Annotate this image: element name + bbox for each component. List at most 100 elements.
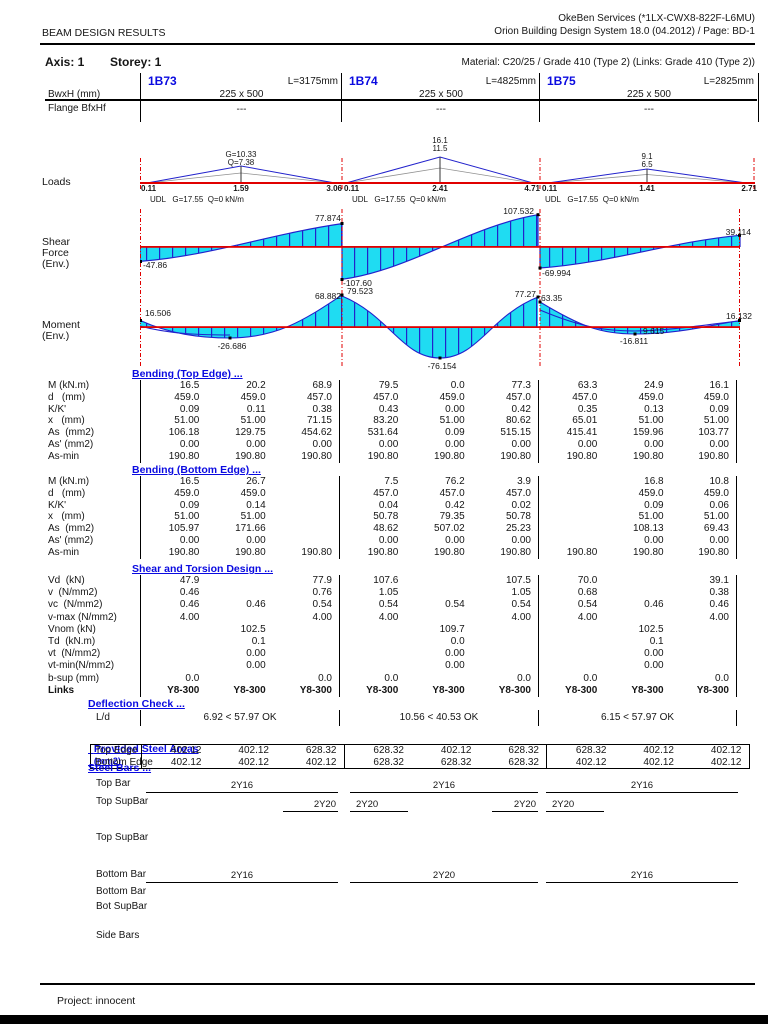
top-bar-span2: 2Y16 <box>432 780 456 791</box>
top-bar-line-span1 <box>146 792 338 793</box>
load-peak-g-span1: G=10.33 <box>225 150 257 159</box>
table-cell: 628.32 <box>440 756 472 768</box>
table-cell: 0.00 <box>671 438 737 451</box>
table-cell: 628.32 <box>546 745 614 757</box>
table-cell: 457.0 <box>505 487 531 499</box>
table-cell: 16.1 <box>671 380 737 392</box>
table-row: d (mm) 459.0 459.0 457.0 457.0 459.0 457.0 457.… <box>45 391 737 404</box>
shear-value-s3-left: -69.994 <box>542 268 571 278</box>
table-cell: 0.00 <box>140 534 206 547</box>
table-cell: 0.00 <box>246 438 266 450</box>
table-cell: 402.12 <box>710 756 742 768</box>
beam-flange: --- <box>236 104 247 115</box>
table-row: Vd (kN) 47.9 77.9 107.6 107.5 70.0 39.1 <box>45 575 737 588</box>
table-row: Bottom Edge 402.12 402.12 402.12 628.32 628.3… <box>91 756 749 768</box>
table-cell: 628.32 <box>343 756 412 768</box>
shear-section-label-3: (Env.) <box>42 258 70 270</box>
table-cell: 190.80 <box>500 450 531 462</box>
table-cell <box>537 635 604 649</box>
table-cell <box>140 648 206 661</box>
table-cell: 459.0 <box>638 487 664 499</box>
table-cell: 402.12 <box>141 756 209 768</box>
table-cell: 0.43 <box>338 403 405 416</box>
table-cell: 0.00 <box>671 534 737 547</box>
table-row: As-min 190.80 190.80 190.80 190.80 190.80 190.… <box>45 546 737 559</box>
table-row: Top Edge 402.12 402.12 628.32 628.32 402.12 62… <box>91 745 749 757</box>
table-cell: 65.01 <box>537 415 604 428</box>
table-cell: 51.00 <box>638 511 664 523</box>
table-row-label: v (N/mm2) <box>48 587 98 599</box>
table-cell: 20.2 <box>246 380 266 391</box>
table-cell: 0.00 <box>445 403 465 415</box>
table-cell: Y8-300 <box>233 684 266 696</box>
table-cell: 0.0 <box>450 635 465 647</box>
table-cell: 4.00 <box>338 611 405 624</box>
table-cell: 1.05 <box>511 587 531 599</box>
table-cell: 77.3 <box>511 380 531 391</box>
loads-diagram <box>140 156 755 190</box>
table-row: d (mm) 459.0 459.0 457.0 457.0 457.0 459.0 459.… <box>45 487 737 500</box>
table-row-label: Vd (kN) <box>48 575 85 586</box>
table-cell: 0.1 <box>649 635 664 647</box>
table-cell <box>273 488 339 500</box>
table-cell: 39.1 <box>671 575 737 588</box>
table-row: vc (N/mm2) 0.46 0.46 0.54 0.54 0.54 0.54 0.54 0.… <box>45 599 737 612</box>
table-cell: 102.5 <box>638 623 664 635</box>
table-cell <box>273 476 339 488</box>
table-cell: 457.0 <box>338 391 405 404</box>
table-cell: 80.62 <box>505 415 531 427</box>
table-cell: 51.00 <box>671 511 737 524</box>
table-row-label: vt-min(N/mm2) <box>48 660 115 672</box>
table-cell: 0.42 <box>445 499 465 511</box>
deflection-value-span1: 6.92 < 57.97 OK <box>140 710 339 726</box>
table-row: As' (mm2) 0.00 0.00 0.00 0.00 0.00 0.00 0.00 0.0… <box>45 438 737 451</box>
provided-areas-heading: Provided Steel Areas (mm2) <box>88 731 199 767</box>
table-cell: 4.00 <box>511 611 531 623</box>
shear-force-diagram <box>140 209 741 292</box>
row-label-top-supbar-2: Top SupBar <box>96 832 149 843</box>
table-row: M (kN.m) 16.5 26.7 7.5 76.2 3.9 16.8 10.8 <box>45 476 737 488</box>
page-title: BEAM DESIGN RESULTS <box>42 27 166 39</box>
table-cell: 515.15 <box>500 427 531 439</box>
table-cell <box>338 635 405 649</box>
table-cell: 459.0 <box>140 391 206 404</box>
table-cell: 190.80 <box>671 450 737 463</box>
table-cell: 402.12 <box>546 756 614 768</box>
table-row-label: Td (kN.m) <box>48 635 96 647</box>
deflection-row-label: L/d <box>96 712 110 723</box>
table-cell: 531.64 <box>338 427 405 439</box>
bending-top-heading: Bending (Top Edge) ... <box>132 368 243 380</box>
load-x-right-span2: 4.71 <box>524 184 540 193</box>
beam-column-1B74: 1B74 L=4825mm 225 x 500 --- <box>341 73 540 122</box>
moment-section-label-1: Moment <box>42 319 80 331</box>
deflection-row: L/d 6.92 < 57.97 OK 10.56 < 40.53 OK 6.1… <box>45 710 737 726</box>
table-cell: 459.0 <box>671 487 737 500</box>
provided-areas-table: Top Edge 402.12 402.12 628.32 628.32 402.12 62… <box>90 744 750 769</box>
table-cell: 0.13 <box>644 403 664 415</box>
table-cell: 63.3 <box>537 380 604 392</box>
load-peak-q-span1: Q=7.38 <box>227 158 255 167</box>
table-row-label: vt (N/mm2) <box>48 648 101 660</box>
moment-value-s3-left: 63.35 <box>541 293 563 303</box>
beam-name: 1B73 <box>148 74 177 88</box>
table-cell <box>537 660 604 673</box>
table-cell: 0.00 <box>537 438 604 451</box>
shear-value-s2-right: 107.532 <box>503 206 534 216</box>
table-cell: 402.12 <box>238 745 269 756</box>
table-cell: 190.80 <box>537 546 604 559</box>
table-row-label: As (mm2) <box>48 523 95 535</box>
table-cell: 0.00 <box>445 534 465 546</box>
beam-flange: --- <box>644 104 654 115</box>
load-x-mid-span3: 1.41 <box>639 184 655 193</box>
load-x-left-span1: 0.11 <box>141 184 157 193</box>
moment-value-s3-right: 16.132 <box>726 311 752 321</box>
table-cell: 190.80 <box>301 546 332 558</box>
table-cell: 0.38 <box>312 403 332 415</box>
table-row-label: M (kN.m) <box>48 476 90 487</box>
table-cell: 0.0 <box>140 672 206 685</box>
table-cell <box>405 575 471 587</box>
table-cell: 190.80 <box>235 450 266 462</box>
table-row-label: As' (mm2) <box>48 438 94 450</box>
table-cell: 51.00 <box>671 415 737 428</box>
